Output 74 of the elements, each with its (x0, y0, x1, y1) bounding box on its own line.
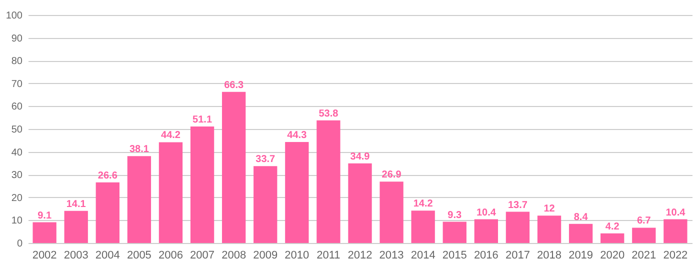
data-label: 6.7 (636, 216, 652, 227)
x-tick-label: 2014 (410, 250, 436, 262)
data-label: 9.3 (448, 210, 462, 221)
x-tick-label: 2002 (32, 250, 57, 262)
bar (222, 92, 246, 243)
data-label: 33.7 (256, 154, 276, 166)
data-label: 12 (544, 204, 556, 215)
bar (190, 126, 214, 243)
x-tick-label: 2004 (95, 250, 120, 262)
bar (254, 166, 278, 243)
x-tick-label: 2006 (158, 250, 183, 262)
data-label: 8.4 (574, 212, 588, 223)
data-label: 26.6 (98, 170, 118, 182)
y-tick-label: 80 (11, 56, 23, 68)
data-label: 51.1 (192, 114, 212, 126)
x-tick-label: 2019 (568, 250, 594, 262)
y-tick-label: 40 (11, 147, 23, 158)
x-tick-label: 2013 (379, 250, 404, 262)
data-label: 13.7 (508, 200, 528, 211)
y-tick-label: 50 (11, 124, 23, 136)
data-label: 44.3 (287, 130, 308, 141)
y-tick-label: 60 (11, 102, 23, 113)
x-tick-label: 2016 (474, 250, 498, 262)
data-label: 14.2 (413, 198, 434, 210)
bar (474, 219, 498, 243)
y-tick-label: 100 (6, 10, 23, 22)
bar (316, 120, 340, 243)
data-label: 9.1 (38, 210, 52, 222)
y-tick-label: 90 (11, 33, 23, 44)
data-label: 4.2 (605, 221, 620, 232)
x-tick-label: 2011 (316, 250, 340, 262)
x-tick-label: 2007 (190, 250, 215, 262)
x-tick-label: 2022 (663, 250, 688, 262)
x-tick-label: 2015 (442, 250, 467, 262)
x-tick-label: 2012 (348, 250, 372, 262)
x-tick-label: 2005 (126, 250, 152, 262)
data-label: 14.1 (66, 198, 86, 210)
x-tick-label: 2021 (632, 250, 656, 262)
bar (127, 156, 152, 243)
y-tick-label: 0 (16, 238, 23, 250)
bar (32, 222, 56, 243)
bar (411, 210, 435, 243)
bar (96, 182, 120, 243)
bar (442, 222, 466, 243)
bar (506, 212, 530, 243)
x-tick-label: 2003 (64, 250, 88, 262)
bar (285, 142, 309, 243)
bar (664, 219, 688, 243)
x-tick-label: 2009 (253, 250, 278, 262)
x-tick-label: 2018 (537, 250, 562, 262)
y-tick-label: 10 (11, 216, 23, 227)
data-label: 66.3 (224, 80, 244, 91)
y-tick-label: 20 (11, 192, 23, 204)
bar (380, 182, 404, 243)
bar (348, 163, 372, 243)
y-tick-label: 70 (11, 78, 23, 90)
data-label: 10.4 (476, 207, 496, 218)
data-label: 53.8 (318, 108, 339, 120)
x-tick-label: 2010 (284, 250, 310, 262)
y-tick-label: 30 (11, 170, 23, 182)
bar (600, 233, 624, 243)
bar (632, 228, 656, 243)
bar (64, 210, 88, 243)
data-label: 26.9 (382, 170, 402, 181)
x-tick-label: 2017 (505, 250, 530, 262)
bar (537, 216, 562, 243)
bar (568, 224, 593, 243)
x-tick-label: 2008 (222, 250, 246, 262)
data-label: 38.1 (129, 144, 150, 156)
data-label: 44.2 (161, 130, 181, 142)
data-label: 34.9 (350, 151, 370, 162)
data-label: 10.4 (666, 207, 686, 218)
x-tick-label: 2020 (600, 250, 625, 262)
bar (158, 142, 183, 243)
